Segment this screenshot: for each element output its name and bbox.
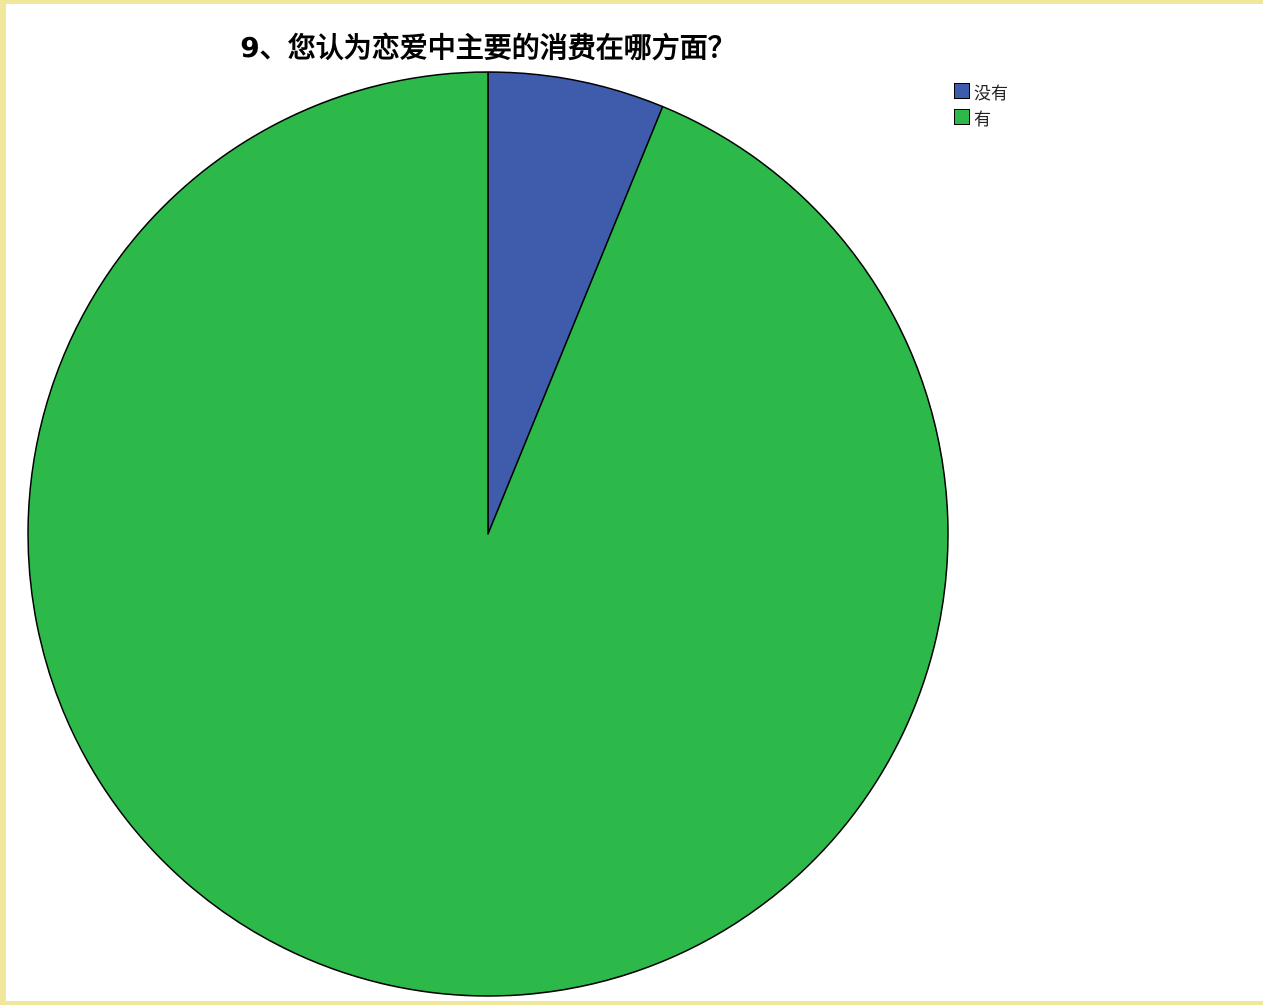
legend-label-1: 有 bbox=[974, 109, 991, 130]
legend-swatch-1 bbox=[954, 109, 970, 125]
legend-swatch-0 bbox=[954, 83, 970, 99]
legend: 没有 有 bbox=[954, 78, 1008, 130]
chart-title: 9、您认为恋爱中主要的消费在哪方面？ bbox=[240, 31, 736, 64]
pie-slice-0 bbox=[487, 71, 664, 535]
legend-item-0: 没有 bbox=[954, 78, 1008, 104]
legend-label-0: 没有 bbox=[974, 83, 1008, 104]
legend-item-1: 有 bbox=[954, 104, 1008, 130]
pie-slice-1 bbox=[27, 71, 949, 997]
